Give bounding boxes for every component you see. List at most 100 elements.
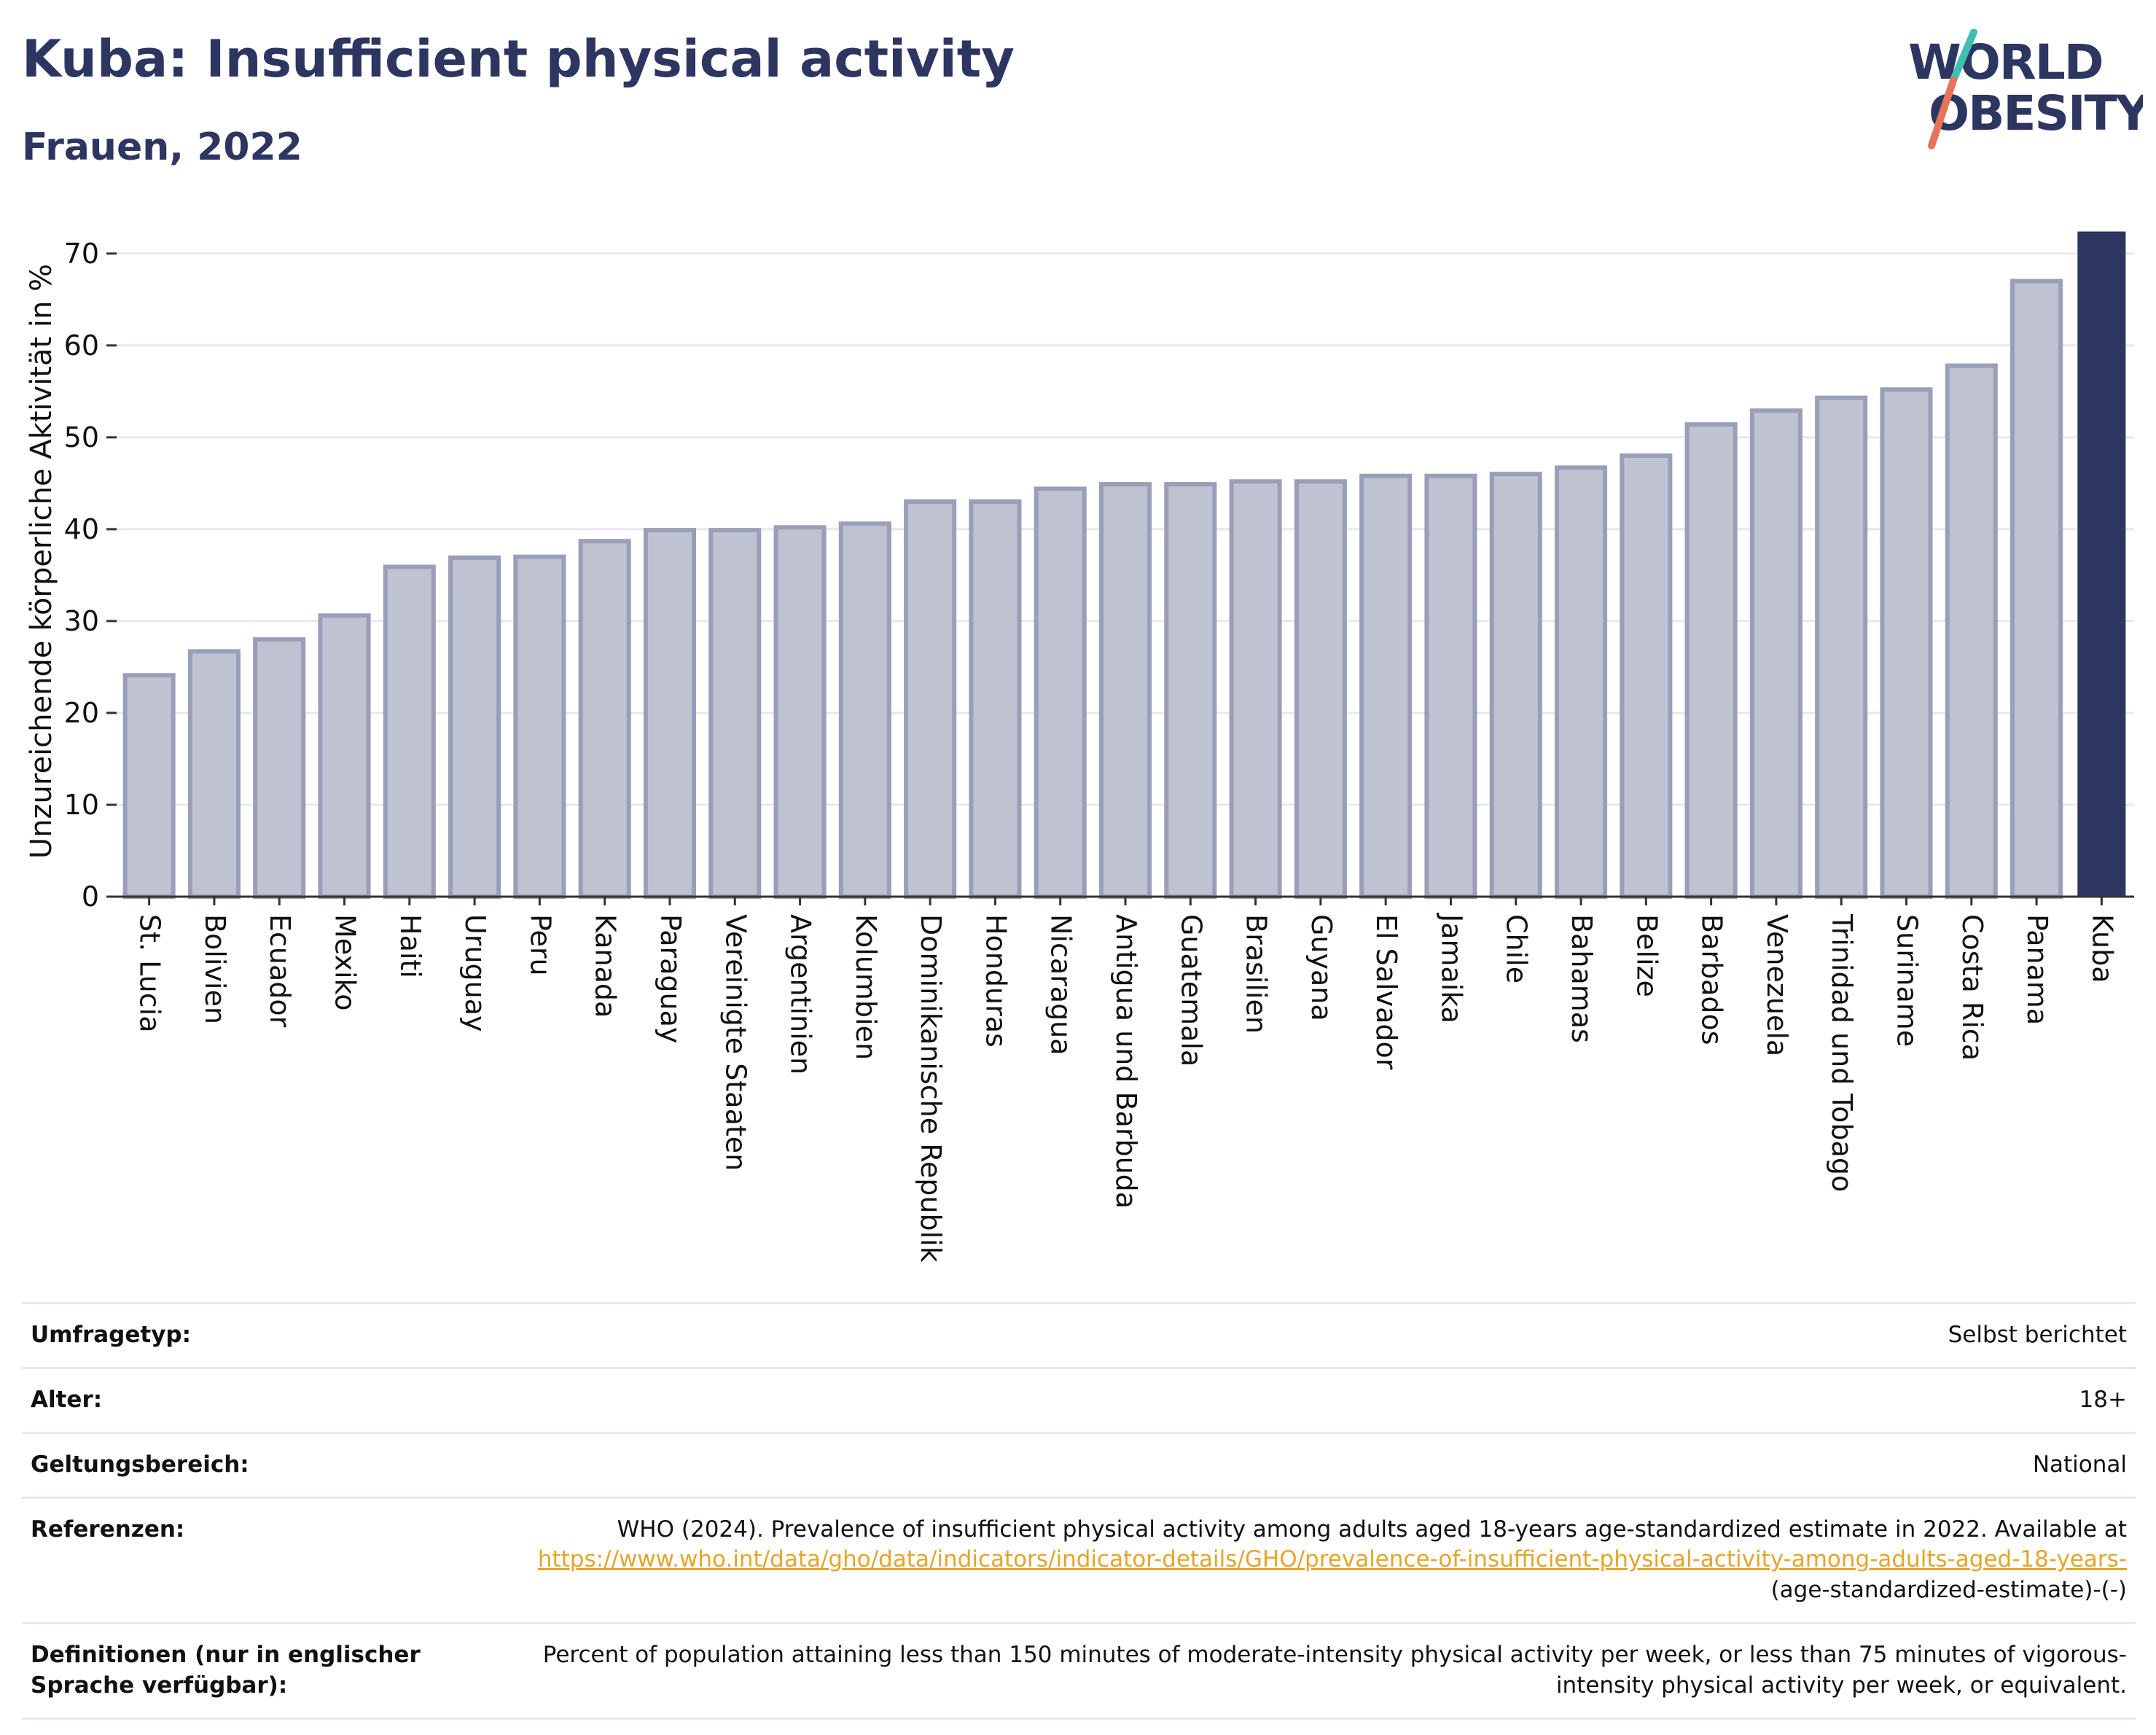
bar-panama bbox=[2010, 278, 2063, 899]
bar-trinidad-und-tobago bbox=[1815, 395, 1868, 900]
logo-text-world: WORLD bbox=[1908, 34, 2103, 90]
x-tick-label: Guyana bbox=[1305, 914, 1337, 1021]
x-tick-label: St. Lucia bbox=[134, 914, 166, 1033]
bar-el-salvador bbox=[1359, 473, 1413, 900]
bar-antigua-und-barbuda bbox=[1098, 482, 1152, 900]
x-tick-label: Haiti bbox=[394, 914, 426, 978]
bar-st-lucia bbox=[122, 673, 176, 899]
logo-text-obesity: OBESITY bbox=[1929, 85, 2143, 141]
bars bbox=[122, 231, 2126, 900]
references-text: WHO (2024). Prevalence of insufficient p… bbox=[617, 1516, 2127, 1543]
world-obesity-logo: WORLD OBESITY bbox=[1908, 29, 2143, 149]
bar-chart: 0 10 20 30 40 50 60 70 St. Lucia Bolivien Ecuador… bbox=[25, 231, 2134, 1263]
x-tick-label: Venezuela bbox=[1761, 914, 1793, 1056]
x-tick-label: Mexiko bbox=[329, 914, 362, 1010]
x-tick-label: Nicaragua bbox=[1045, 914, 1077, 1056]
info-row-age: Alter: 18+ bbox=[22, 1366, 2136, 1433]
bar-kanada bbox=[578, 539, 631, 899]
y-tick-label: 70 bbox=[64, 238, 99, 270]
bar-chile bbox=[1489, 472, 1542, 899]
x-tick-label: Jamaika bbox=[1435, 913, 1467, 1024]
x-tick-label: Kolumbien bbox=[850, 914, 882, 1060]
x-tick-label: Ecuador bbox=[264, 914, 296, 1028]
info-row-references: Referenzen: WHO (2024). Prevalence of in… bbox=[22, 1496, 2136, 1623]
info-row-survey-type: Umfragetyp: Selbst berichtet bbox=[22, 1302, 2136, 1368]
bar-bahamas bbox=[1554, 465, 1608, 900]
survey-type-value: Selbst berichtet bbox=[506, 1302, 2136, 1368]
x-tick-label: Suriname bbox=[1891, 914, 1923, 1047]
page-title: Kuba: Insufficient physical activity bbox=[22, 29, 1015, 89]
x-tick-label: Paraguay bbox=[655, 914, 687, 1043]
x-tick-label: Argentinien bbox=[785, 914, 817, 1075]
x-tick-label: Panama bbox=[2021, 914, 2053, 1025]
bar-uruguay bbox=[448, 555, 501, 899]
bar-honduras bbox=[969, 499, 1022, 899]
x-tick-label: Bolivien bbox=[199, 914, 231, 1024]
logo-slash-teal bbox=[1950, 29, 1977, 84]
y-tick-label: 60 bbox=[64, 330, 99, 362]
bar-nicaragua bbox=[1034, 486, 1087, 899]
age-value: 18+ bbox=[506, 1366, 2136, 1433]
x-tick-label: Costa Rica bbox=[1956, 914, 1988, 1061]
bar-dominikanische-republik bbox=[904, 499, 957, 899]
bar-ecuador bbox=[253, 637, 306, 899]
references-label: Referenzen: bbox=[22, 1496, 506, 1623]
bar-argentinien bbox=[773, 525, 827, 899]
info-row-scope: Geltungsbereich: National bbox=[22, 1431, 2136, 1498]
x-tick-label: Honduras bbox=[980, 914, 1012, 1048]
survey-type-label: Umfragetyp: bbox=[22, 1302, 506, 1368]
bar-barbados bbox=[1684, 422, 1738, 899]
x-tick-label: Trinidad und Tobago bbox=[1826, 913, 1858, 1192]
references-link[interactable]: https://www.who.int/data/gho/data/indica… bbox=[537, 1546, 2127, 1573]
definitions-value: Percent of population attaining less tha… bbox=[506, 1622, 2136, 1720]
bar-jamaika bbox=[1424, 473, 1477, 900]
bar-paraguay bbox=[643, 528, 697, 899]
scope-value: National bbox=[506, 1431, 2136, 1498]
bar-haiti bbox=[383, 564, 436, 899]
x-tick-label: El Salvador bbox=[1370, 914, 1402, 1070]
info-row-definitions: Definitionen (nur in englischer Sprache … bbox=[22, 1622, 2136, 1720]
x-tick-label: Guatemala bbox=[1175, 914, 1207, 1067]
bar-kuba bbox=[2077, 231, 2126, 897]
x-tick-label: Brasilien bbox=[1241, 914, 1273, 1034]
bar-belize bbox=[1620, 453, 1673, 899]
y-tick-label: 50 bbox=[64, 421, 99, 453]
x-tick-label: Bahamas bbox=[1566, 914, 1598, 1043]
bar-suriname bbox=[1880, 387, 1933, 899]
bar-peru bbox=[513, 554, 566, 899]
scope-label: Geltungsbereich: bbox=[22, 1431, 506, 1498]
y-tick-label: 0 bbox=[82, 881, 99, 913]
bar-guyana bbox=[1294, 479, 1347, 900]
x-tick-label: Chile bbox=[1501, 914, 1533, 983]
page-subtitle: Frauen, 2022 bbox=[22, 125, 302, 169]
bar-guatemala bbox=[1164, 482, 1217, 900]
y-axis-title: Unzureichende körperliche Aktivität in % bbox=[25, 264, 58, 859]
x-tick-label: Kuba bbox=[2086, 914, 2118, 983]
y-tick-label: 30 bbox=[64, 605, 99, 637]
bar-venezuela bbox=[1749, 408, 1802, 899]
x-tick-label: Uruguay bbox=[459, 914, 491, 1032]
x-tick-label: Barbados bbox=[1696, 914, 1728, 1045]
y-tick-label: 40 bbox=[64, 513, 99, 545]
bar-brasilien bbox=[1229, 479, 1282, 900]
bar-costa-rica bbox=[1945, 363, 1998, 899]
references-suffix: (age-standardized-estimate)-(-) bbox=[1770, 1577, 2127, 1604]
bar-vereinigte-staaten bbox=[708, 528, 762, 899]
bar-kolumbien bbox=[838, 521, 891, 899]
bar-bolivien bbox=[187, 649, 241, 899]
x-tick-label: Belize bbox=[1630, 914, 1663, 997]
x-tick-label: Dominikanische Republik bbox=[915, 914, 947, 1263]
logo-slash-coral bbox=[1928, 77, 1957, 149]
x-axis-labels: St. Lucia Bolivien Ecuador Mexiko Haiti Urugu… bbox=[134, 897, 2118, 1263]
definitions-label: Definitionen (nur in englischer Sprache … bbox=[22, 1622, 506, 1720]
y-axis-ticks: 0 10 20 30 40 50 60 70 bbox=[64, 238, 117, 913]
x-tick-label: Vereinigte Staaten bbox=[719, 914, 751, 1171]
references-value: WHO (2024). Prevalence of insufficient p… bbox=[506, 1496, 2136, 1623]
y-tick-label: 10 bbox=[64, 789, 99, 821]
age-label: Alter: bbox=[22, 1366, 506, 1433]
x-tick-label: Kanada bbox=[590, 914, 622, 1018]
x-tick-label: Antigua und Barbuda bbox=[1110, 914, 1142, 1209]
bar-mexiko bbox=[318, 613, 371, 899]
x-tick-label: Peru bbox=[524, 914, 556, 976]
y-tick-label: 20 bbox=[64, 697, 99, 729]
